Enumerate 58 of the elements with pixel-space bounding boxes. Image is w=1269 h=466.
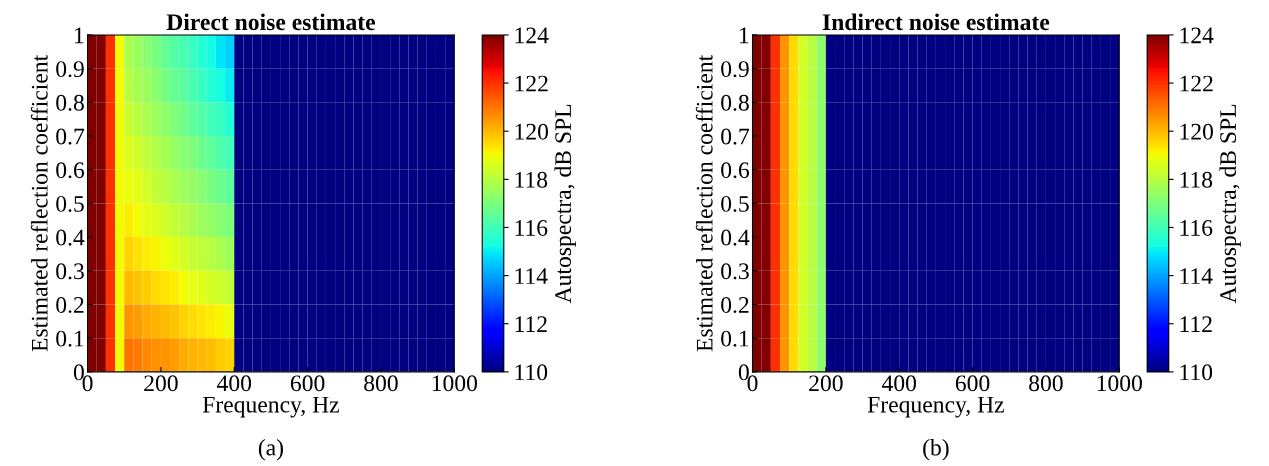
y-axis-title: Estimated reflection coefficient bbox=[695, 54, 713, 352]
x-tick-label: 600 bbox=[955, 375, 990, 392]
y-tick-label: 0.4 bbox=[56, 229, 85, 246]
y-tick-label: 0.5 bbox=[56, 195, 84, 212]
y-tick-label: 1 bbox=[75, 27, 84, 44]
x-tick-label: 1000 bbox=[432, 375, 478, 392]
color-bar-label: 116 bbox=[515, 220, 548, 236]
x-tick-label: 400 bbox=[217, 375, 252, 392]
y-tick-label: 0.1 bbox=[721, 330, 749, 347]
y-tick-label: 0.7 bbox=[721, 128, 750, 145]
y-tick-label: 0.2 bbox=[56, 296, 84, 314]
color-bar-label: 120 bbox=[1180, 123, 1213, 140]
x-axis-title: Frequency, Hz bbox=[867, 396, 1004, 418]
x-tick-label: 800 bbox=[1029, 375, 1063, 392]
chart-title: Indirect noise estimate bbox=[822, 13, 1050, 31]
color-bar-label: 124 bbox=[515, 27, 549, 44]
y-tick-label: 0.1 bbox=[56, 330, 84, 347]
y-tick-label: 0.9 bbox=[721, 61, 749, 78]
color-bar-label: 112 bbox=[515, 316, 547, 332]
text: (a) bbox=[258, 438, 283, 461]
y-tick-label: 0.9 bbox=[56, 61, 84, 78]
y-tick-label: 0.7 bbox=[56, 128, 85, 145]
y-tick-label: 0 bbox=[738, 364, 749, 381]
y-tick-label: 0.3 bbox=[721, 263, 749, 280]
color-bar-label: 124 bbox=[1180, 27, 1214, 44]
y-tick-label: 0.8 bbox=[56, 94, 84, 111]
x-tick-label: 1000 bbox=[1097, 375, 1142, 392]
color-bar-label: 122 bbox=[515, 75, 548, 92]
color-bar-label: 110 bbox=[1180, 364, 1213, 381]
x-tick-label: 200 bbox=[809, 375, 843, 392]
y-axis-title: Estimated reflection coefficient bbox=[30, 54, 48, 352]
x-axis-title: Frequency, Hz bbox=[202, 396, 339, 418]
y-tick-label: 0.4 bbox=[721, 229, 750, 246]
x-tick-label: 600 bbox=[290, 375, 325, 392]
x-tick-label: 400 bbox=[881, 375, 917, 392]
x-tick-label: 800 bbox=[364, 375, 398, 392]
chart-title: Direct noise estimate bbox=[166, 13, 376, 31]
y-tick-label: 0 bbox=[73, 364, 84, 381]
color-bar-label: 122 bbox=[1180, 75, 1213, 92]
y-tick-label: 0.6 bbox=[56, 162, 85, 179]
y-tick-label: 1 bbox=[740, 27, 749, 44]
color-bar-label: 118 bbox=[515, 171, 548, 188]
color-bar-label: 116 bbox=[1180, 220, 1213, 236]
color-bar-label: 114 bbox=[1180, 268, 1213, 284]
y-tick-label: 0.5 bbox=[721, 195, 749, 212]
y-tick-label: 0.3 bbox=[56, 263, 84, 280]
text: (b) bbox=[923, 438, 949, 461]
color-bar-title: Autospectra, dB SPL bbox=[1219, 104, 1241, 304]
y-tick-label: 0.6 bbox=[721, 162, 750, 179]
y-tick-label: 0.8 bbox=[721, 94, 749, 111]
color-bar-label: 110 bbox=[515, 364, 548, 381]
color-bar-label: 114 bbox=[515, 268, 548, 284]
y-tick-label: 0.2 bbox=[721, 296, 749, 314]
color-bar-label: 112 bbox=[1180, 316, 1212, 332]
color-bar-title: Autospectra, dB SPL bbox=[554, 104, 576, 304]
x-tick-label: 200 bbox=[144, 375, 178, 392]
color-bar-label: 118 bbox=[1180, 171, 1213, 188]
color-bar-label: 120 bbox=[515, 123, 549, 140]
